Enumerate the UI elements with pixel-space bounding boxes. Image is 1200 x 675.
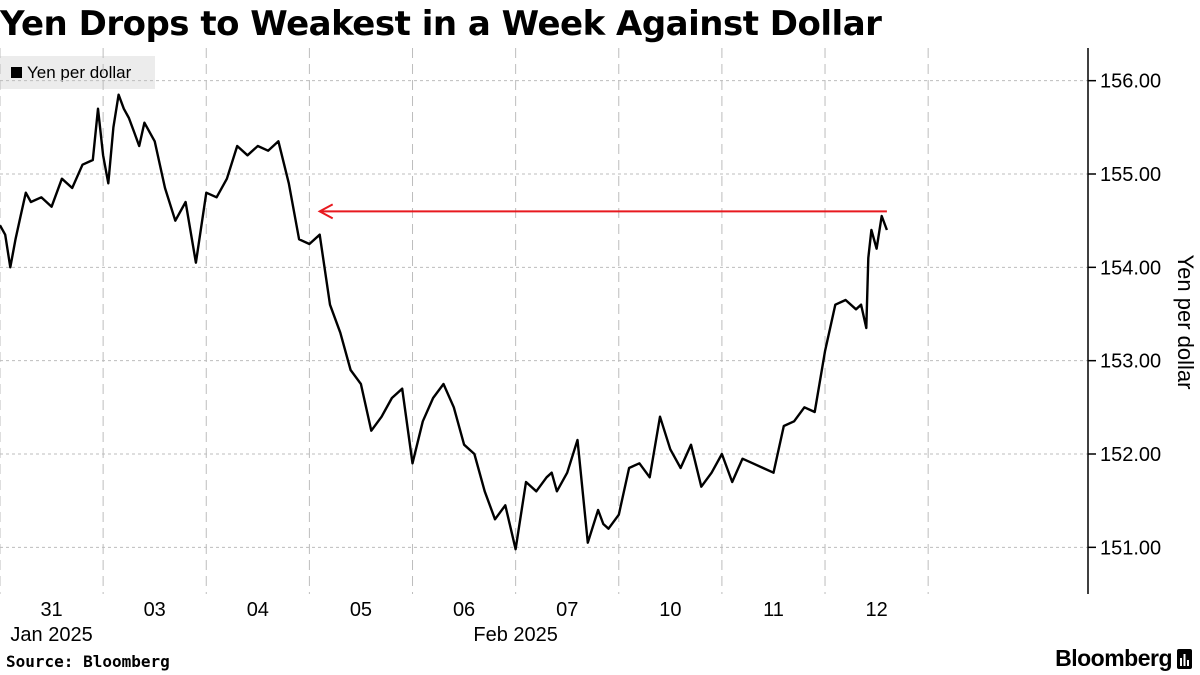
x-tick-label-5: 07 [556, 599, 578, 621]
x-tick-label-4: 06 [453, 599, 475, 621]
y-tick-label-4: 155.00 [1100, 164, 1161, 186]
reference-arrow-head [317, 203, 334, 220]
x-month-label-0: Jan 2025 [10, 624, 92, 646]
x-tick-label-1: 03 [144, 599, 166, 621]
y-tick-label-2: 153.00 [1100, 351, 1161, 373]
x-tick-label-6: 10 [659, 599, 681, 621]
brand-name: Bloomberg [1055, 645, 1172, 671]
chart-title: Yen Drops to Weakest in a Week Against D… [0, 4, 882, 44]
legend-swatch [11, 67, 22, 78]
y-tick-label-0: 151.00 [1100, 537, 1161, 559]
x-tick-label-7: 11 [763, 599, 784, 621]
x-axis-ticks: 31 03 04 05 06 07 10 11 12 [40, 599, 887, 621]
y-axis-label: Yen per dollar [1173, 255, 1198, 390]
y-tick-label-1: 152.00 [1100, 444, 1161, 466]
vertical-gridlines [0, 48, 929, 594]
x-axis-month-labels: Jan 2025 Feb 2025 [10, 624, 557, 646]
x-tick-label-8: 12 [865, 599, 887, 621]
y-tick-label-3: 154.00 [1100, 257, 1161, 279]
reference-arrow [317, 203, 887, 220]
x-tick-label-2: 04 [247, 599, 269, 621]
legend: Yen per dollar [0, 56, 155, 89]
y-axis-ticks: 151.00 152.00 153.00 154.00 155.00 156.00 [1088, 71, 1161, 559]
horizontal-gridlines [0, 80, 1088, 548]
y-tick-label-5: 156.00 [1100, 71, 1161, 93]
x-tick-label-3: 05 [350, 599, 372, 621]
x-tick-label-0: 31 [40, 599, 62, 621]
brand-logo: Bloomberg [1055, 645, 1192, 672]
source-label: Source: Bloomberg [6, 652, 170, 671]
series-line-yen-per-dollar [0, 93, 889, 551]
bloomberg-terminal-icon [1177, 648, 1192, 669]
x-month-label-1: Feb 2025 [473, 624, 558, 646]
legend-label: Yen per dollar [27, 62, 132, 82]
